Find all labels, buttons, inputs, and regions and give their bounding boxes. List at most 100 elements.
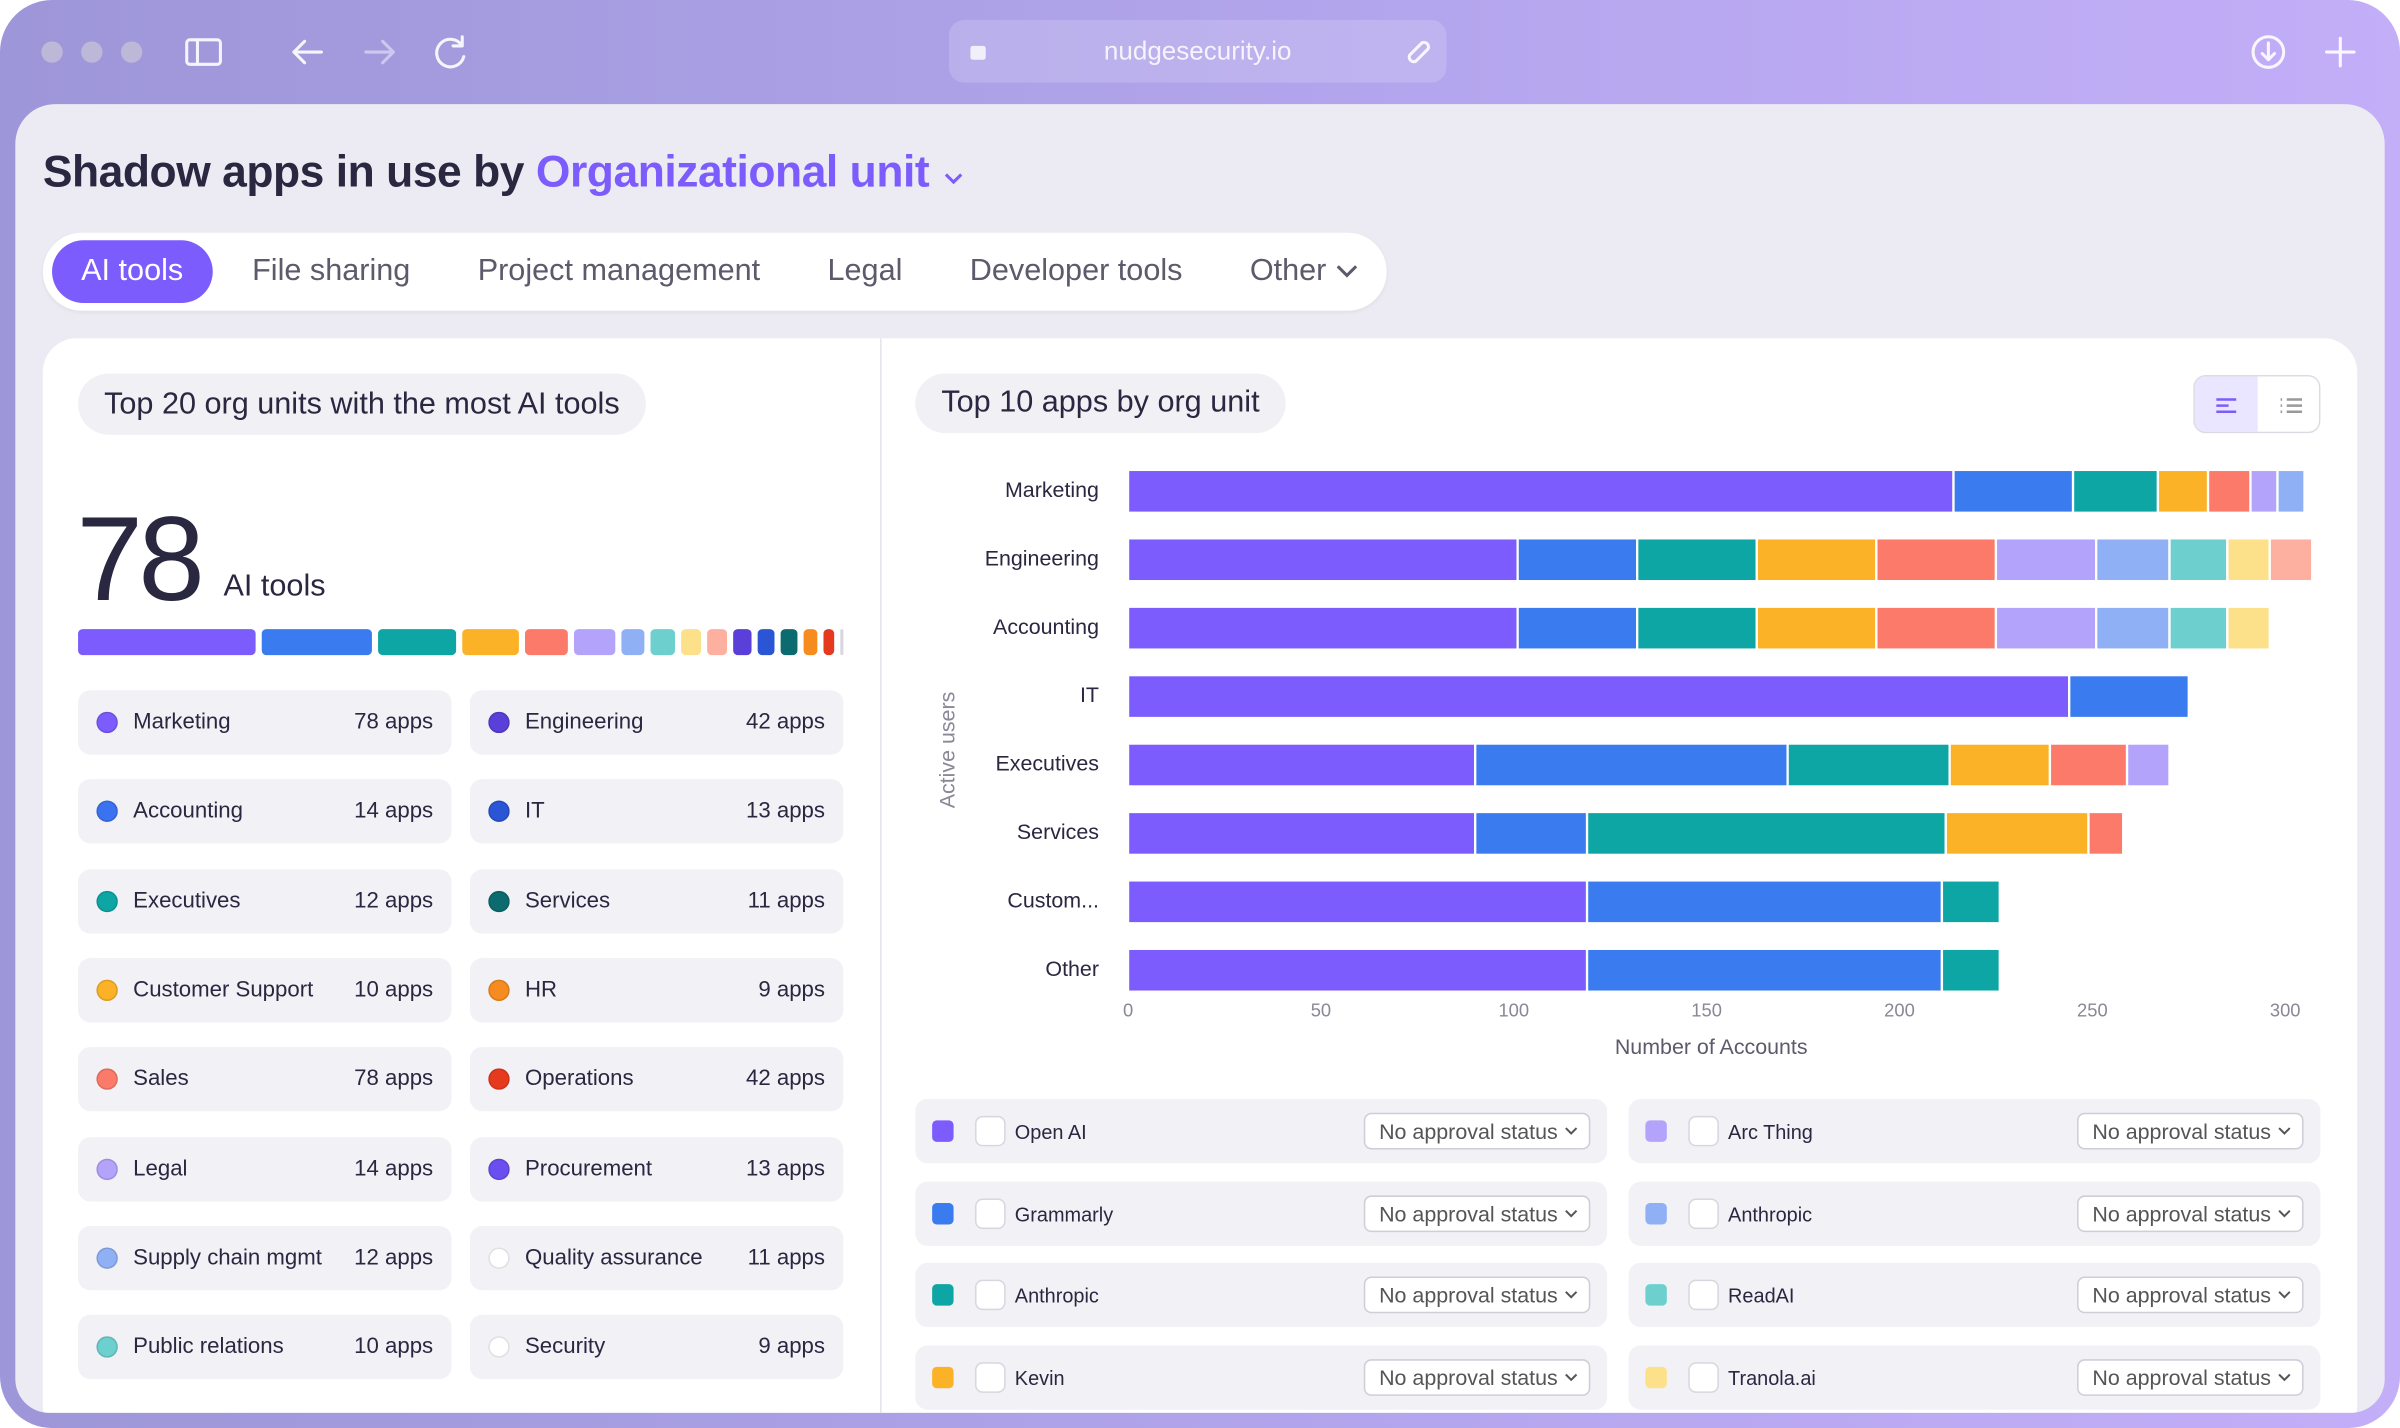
x-tick-label: 200 (1884, 1000, 1915, 1021)
dist-segment (681, 629, 702, 656)
org-unit[interactable]: HR 9 apps (469, 958, 844, 1023)
bar-segment (2268, 537, 2314, 583)
dist-segment (261, 629, 372, 656)
bar-segment (1636, 537, 1758, 583)
bar-segment (1948, 742, 2052, 788)
chevron-path (2278, 1127, 2291, 1135)
chart-view-button[interactable] (2194, 376, 2258, 434)
org-unit[interactable]: Security 9 apps (469, 1315, 844, 1380)
status-dropdown[interactable]: No approval status (2077, 1277, 2304, 1314)
window-dot[interactable] (81, 41, 103, 63)
app-color (1645, 1284, 1667, 1307)
org-apps: 11 apps (747, 888, 825, 914)
org-unit[interactable]: Customer Support 10 apps (78, 958, 452, 1023)
status-dropdown[interactable]: No approval status (1363, 1359, 1591, 1397)
dist-segment (840, 629, 844, 656)
download-button[interactable] (2251, 35, 2286, 69)
chevron-path (1565, 1373, 1578, 1382)
org-name: IT (525, 799, 545, 824)
tab[interactable]: Developer tools (936, 240, 1216, 303)
link-icon[interactable] (1407, 40, 1431, 64)
reload-button[interactable] (435, 35, 466, 69)
org-name: Operations (525, 1067, 634, 1092)
org-apps: 13 apps (746, 1156, 825, 1182)
chevron (1336, 265, 1357, 278)
status-dropdown[interactable]: No approval status (2077, 1112, 2304, 1150)
status-dropdown[interactable]: No approval status (2077, 1359, 2304, 1397)
org-apps: 9 apps (758, 1335, 825, 1360)
tab[interactable]: Legal (794, 240, 936, 303)
org-name: Marketing (133, 710, 231, 735)
org-dot (488, 801, 510, 823)
org-unit[interactable]: IT 13 apps (469, 779, 844, 844)
x-tick-label: 50 (1311, 1000, 1331, 1021)
dist-segment (733, 629, 752, 656)
status-dropdown[interactable]: No approval status (1363, 1194, 1591, 1232)
org-unit[interactable]: Quality assurance 11 apps (469, 1226, 844, 1291)
tab-bar: AI tools File sharing Project management Le… (42, 232, 1387, 311)
org-unit[interactable]: Engineering 42 apps (469, 690, 844, 755)
app-row: Anthropic No approval status (915, 1263, 1608, 1328)
new-tab-button[interactable] (2324, 36, 2356, 68)
org-name: Security (525, 1335, 606, 1360)
status-dropdown[interactable]: No approval status (2077, 1194, 2304, 1232)
status-label: No approval status (2092, 1365, 2272, 1390)
bar-segment (2276, 468, 2306, 514)
x-tick-label: 100 (1498, 1000, 1529, 1021)
org-unit[interactable]: Procurement 13 apps (469, 1136, 844, 1202)
org-unit[interactable]: Public relations 10 apps (78, 1315, 452, 1380)
tab-label: Legal (827, 254, 903, 288)
org-unit[interactable]: Operations 42 apps (469, 1047, 844, 1112)
bar-segment (1516, 537, 1639, 583)
forward-button[interactable] (364, 39, 395, 65)
sidebar-button[interactable] (185, 38, 222, 66)
group-by-label: Organizational unit (535, 148, 930, 198)
page-title: Shadow apps in use by Organizational uni… (43, 148, 966, 199)
window-dot[interactable] (120, 41, 143, 63)
app-row: Grammarly No approval status (915, 1181, 1608, 1246)
window-dot[interactable] (41, 41, 63, 63)
tab[interactable]: Other (1216, 240, 1394, 303)
bar-segment (1940, 947, 2001, 993)
org-apps: 78 apps (354, 710, 434, 735)
distribution-bar (78, 629, 844, 656)
org-unit[interactable]: Services 11 apps (469, 868, 844, 934)
status-dropdown[interactable]: No approval status (1363, 1277, 1591, 1314)
app-row: Arc Thing No approval status (1628, 1098, 2321, 1164)
org-unit[interactable]: Legal 14 apps (78, 1136, 452, 1202)
url-bar[interactable]: nudgesecurity.io (948, 19, 1447, 83)
org-apps: 11 apps (747, 1246, 825, 1271)
chevron (2278, 1373, 2291, 1382)
back-button[interactable] (292, 39, 323, 65)
tab-label: Other (1249, 254, 1327, 288)
org-unit[interactable]: Supply chain mgmt 12 apps (78, 1226, 452, 1291)
tab[interactable]: AI tools (52, 240, 213, 304)
org-name: HR (525, 978, 558, 1003)
bar-segment (1585, 810, 1947, 856)
tab[interactable]: File sharing (218, 240, 444, 303)
org-unit[interactable]: Sales 78 apps (78, 1047, 452, 1112)
y-tick-label: Accounting (993, 615, 1099, 639)
status-label: No approval status (2092, 1283, 2272, 1308)
org-unit[interactable]: Marketing 78 apps (78, 690, 452, 755)
dist-segment (803, 629, 818, 656)
status-label: No approval status (1379, 1283, 1558, 1308)
bar-segment (1944, 810, 2090, 856)
group-by-dropdown[interactable]: Organizational unit (536, 148, 966, 197)
org-unit[interactable]: Accounting 14 apps (78, 779, 452, 844)
chevron-path (1565, 1209, 1578, 1218)
status-dropdown[interactable]: No approval status (1363, 1112, 1591, 1150)
app-color (932, 1366, 954, 1389)
org-dot (96, 1068, 118, 1091)
bar-segment (1952, 468, 2075, 514)
bar-segment (1786, 742, 1951, 788)
chevron (1565, 1291, 1578, 1300)
list-view-button[interactable] (2259, 376, 2320, 434)
bar-segment (2249, 468, 2279, 514)
org-name: Accounting (133, 799, 243, 824)
y-tick-label: Engineering (985, 546, 1099, 570)
tab[interactable]: Project management (444, 240, 794, 303)
org-name: Procurement (525, 1156, 653, 1182)
org-unit[interactable]: Executives 12 apps (78, 868, 452, 934)
